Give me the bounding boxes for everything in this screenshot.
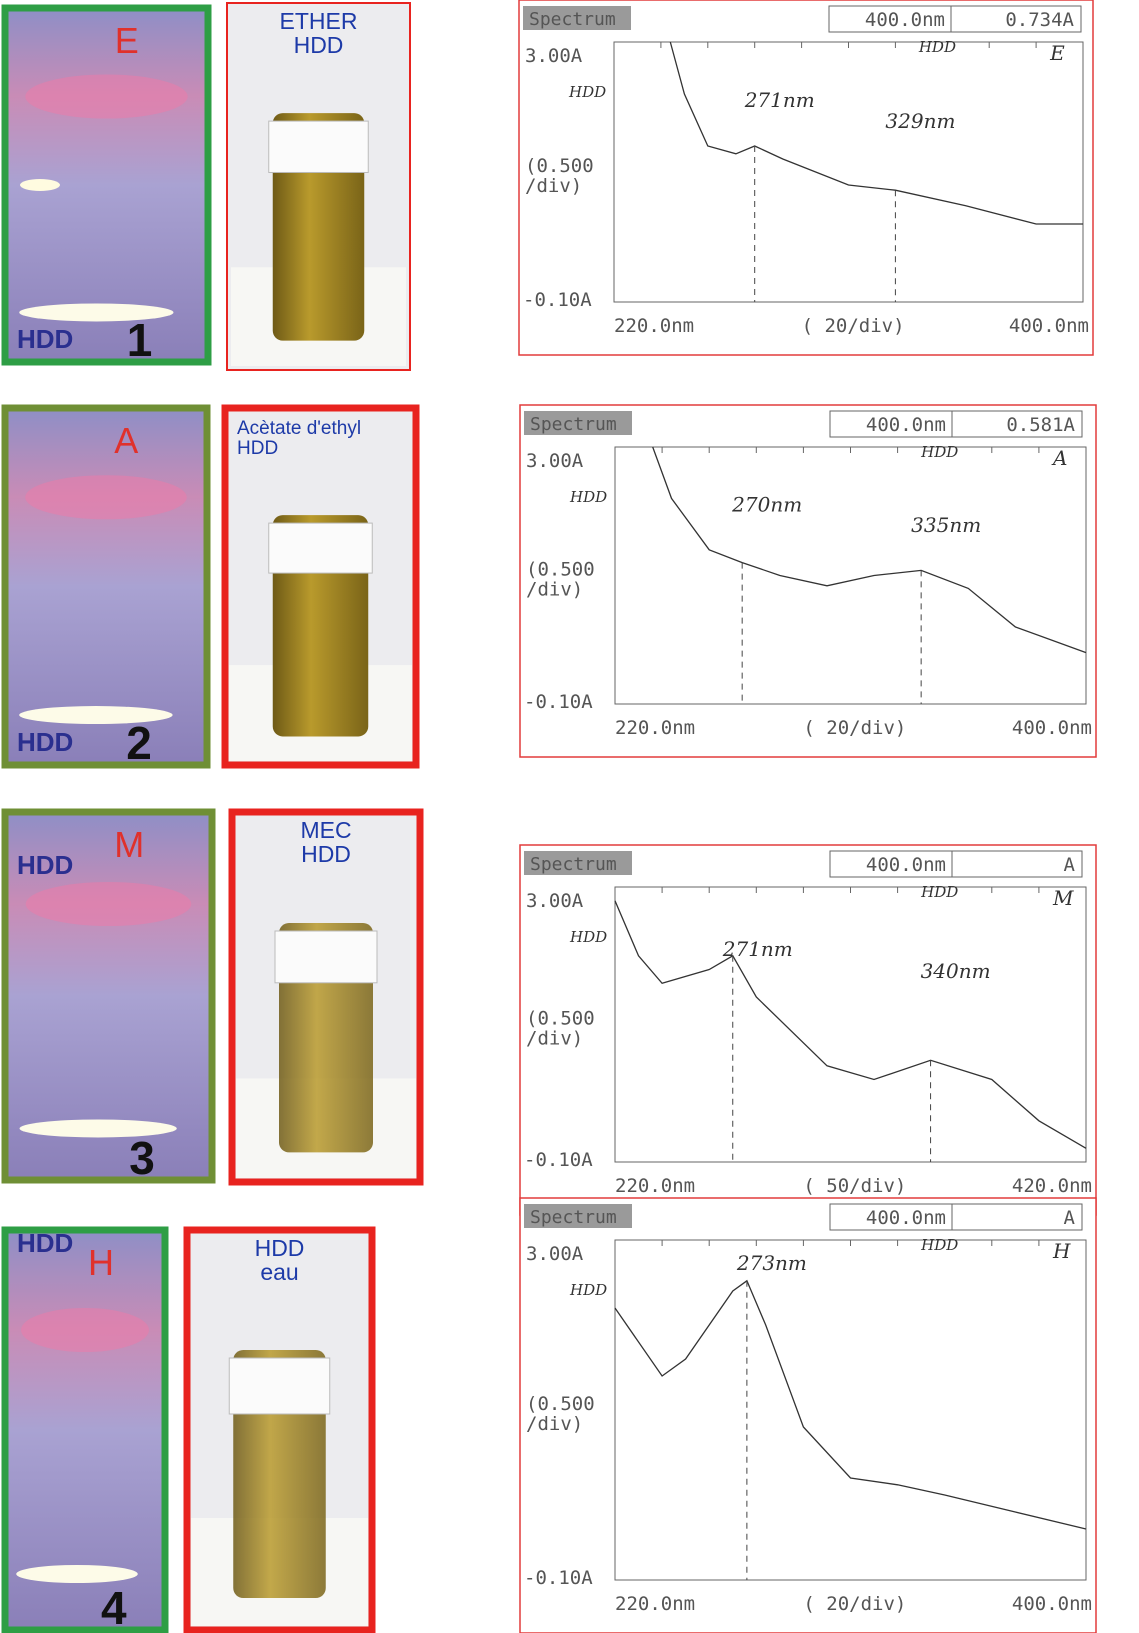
readout: 400.0nm	[865, 9, 945, 31]
x-left-label: 220.0nm	[615, 1593, 695, 1615]
vial-tag	[269, 121, 369, 172]
y-unit-label: /div)	[526, 1028, 583, 1050]
readout: 0.581A	[1006, 414, 1075, 436]
corner-note: H	[1052, 1239, 1071, 1263]
x-left-label: 220.0nm	[615, 1175, 695, 1197]
x-right-label: 420.0nm	[1012, 1175, 1092, 1197]
spectrum-frame	[520, 1198, 1096, 1633]
peak-label: 340nm	[921, 959, 991, 983]
top-note: HDD	[920, 883, 958, 901]
y-unit-label: /div)	[525, 175, 582, 197]
plate-number: 2	[126, 717, 152, 769]
corner-note: M	[1052, 886, 1074, 910]
spectrum-header: Spectrum	[529, 9, 616, 30]
vial-tag	[229, 1358, 330, 1414]
plate-number: 3	[129, 1132, 155, 1184]
peak-label: 271nm	[722, 937, 793, 961]
y-bottom-label: -0.10A	[524, 1149, 593, 1171]
figure: EHDD1ETHERHDDSpectrum400.0nm0.734A3.00A(…	[0, 0, 1139, 1633]
y-top-label: 3.00A	[526, 890, 584, 912]
x-right-label: 400.0nm	[1012, 717, 1092, 739]
plate-label: HDD	[17, 324, 73, 354]
plate-label: HDD	[17, 850, 73, 880]
top-note: HDD	[918, 38, 956, 56]
readout: A	[1064, 1207, 1076, 1229]
vial-tag	[269, 523, 373, 573]
y-top-label: 3.00A	[526, 450, 584, 472]
plate-band	[21, 1308, 149, 1352]
readout: 0.734A	[1005, 9, 1074, 31]
plate-spot	[16, 1565, 138, 1583]
y-bottom-label: -0.10A	[524, 691, 593, 713]
peak-label: 335nm	[911, 513, 981, 537]
vial-label: HDD	[294, 32, 344, 58]
plate-letter: H	[88, 1242, 114, 1283]
readout: 400.0nm	[866, 414, 946, 436]
vial-label: Acètate d'ethyl	[237, 418, 361, 439]
peak-label: 329nm	[885, 109, 955, 133]
vial-label: ETHER	[280, 8, 358, 34]
x-mid-label: ( 20/div)	[802, 315, 905, 337]
y-note: HDD	[569, 488, 607, 506]
plate-band	[26, 882, 192, 926]
vial-tag	[275, 931, 377, 983]
x-mid-label: ( 50/div)	[803, 1175, 906, 1197]
y-unit-label: /div)	[526, 1413, 583, 1435]
y-top-label: 3.00A	[526, 1243, 584, 1265]
spectrum-header: Spectrum	[530, 414, 617, 435]
vial-label: HDD	[255, 1235, 305, 1261]
plate-band	[25, 75, 187, 119]
spectrum-frame	[520, 845, 1096, 1215]
peak-label: 273nm	[736, 1251, 807, 1275]
plate-number: 1	[127, 314, 153, 366]
plate-label: HDD	[17, 727, 73, 757]
x-mid-label: ( 20/div)	[803, 717, 906, 739]
peak-label: 270nm	[731, 492, 802, 516]
x-left-label: 220.0nm	[614, 315, 694, 337]
vial-label: HDD	[237, 438, 278, 459]
y-note: HDD	[569, 1281, 607, 1299]
spectrum-header: Spectrum	[530, 854, 617, 875]
y-unit-label: (0.500	[525, 155, 594, 177]
plate-letter: M	[114, 824, 144, 865]
readout: 400.0nm	[866, 854, 946, 876]
y-unit-label: /div)	[526, 579, 583, 601]
spectrum-header: Spectrum	[530, 1207, 617, 1228]
y-unit-label: (0.500	[526, 1008, 595, 1030]
y-unit-label: (0.500	[526, 559, 595, 581]
vial-label: eau	[260, 1259, 298, 1285]
peak-label: 271nm	[744, 88, 815, 112]
corner-note: A	[1051, 446, 1067, 470]
y-top-label: 3.00A	[525, 45, 583, 67]
top-note: HDD	[920, 1236, 958, 1254]
y-note: HDD	[568, 83, 606, 101]
y-unit-label: (0.500	[526, 1393, 595, 1415]
readout: 400.0nm	[866, 1207, 946, 1229]
y-bottom-label: -0.10A	[524, 1567, 593, 1589]
plate-label: HDD	[17, 1228, 73, 1258]
y-note: HDD	[569, 928, 607, 946]
plate-spot	[20, 179, 60, 191]
plate-band	[25, 475, 187, 519]
y-bottom-label: -0.10A	[523, 289, 592, 311]
plate-number: 4	[101, 1582, 127, 1633]
x-right-label: 400.0nm	[1009, 315, 1089, 337]
vial-label: MEC	[300, 817, 351, 843]
vial-label: HDD	[301, 841, 351, 867]
x-right-label: 400.0nm	[1012, 1593, 1092, 1615]
corner-note: E	[1049, 41, 1065, 65]
readout: A	[1064, 854, 1076, 876]
x-left-label: 220.0nm	[615, 717, 695, 739]
top-note: HDD	[920, 443, 958, 461]
plate-letter: A	[114, 420, 138, 461]
x-mid-label: ( 20/div)	[803, 1593, 906, 1615]
plate-letter: E	[115, 20, 139, 61]
